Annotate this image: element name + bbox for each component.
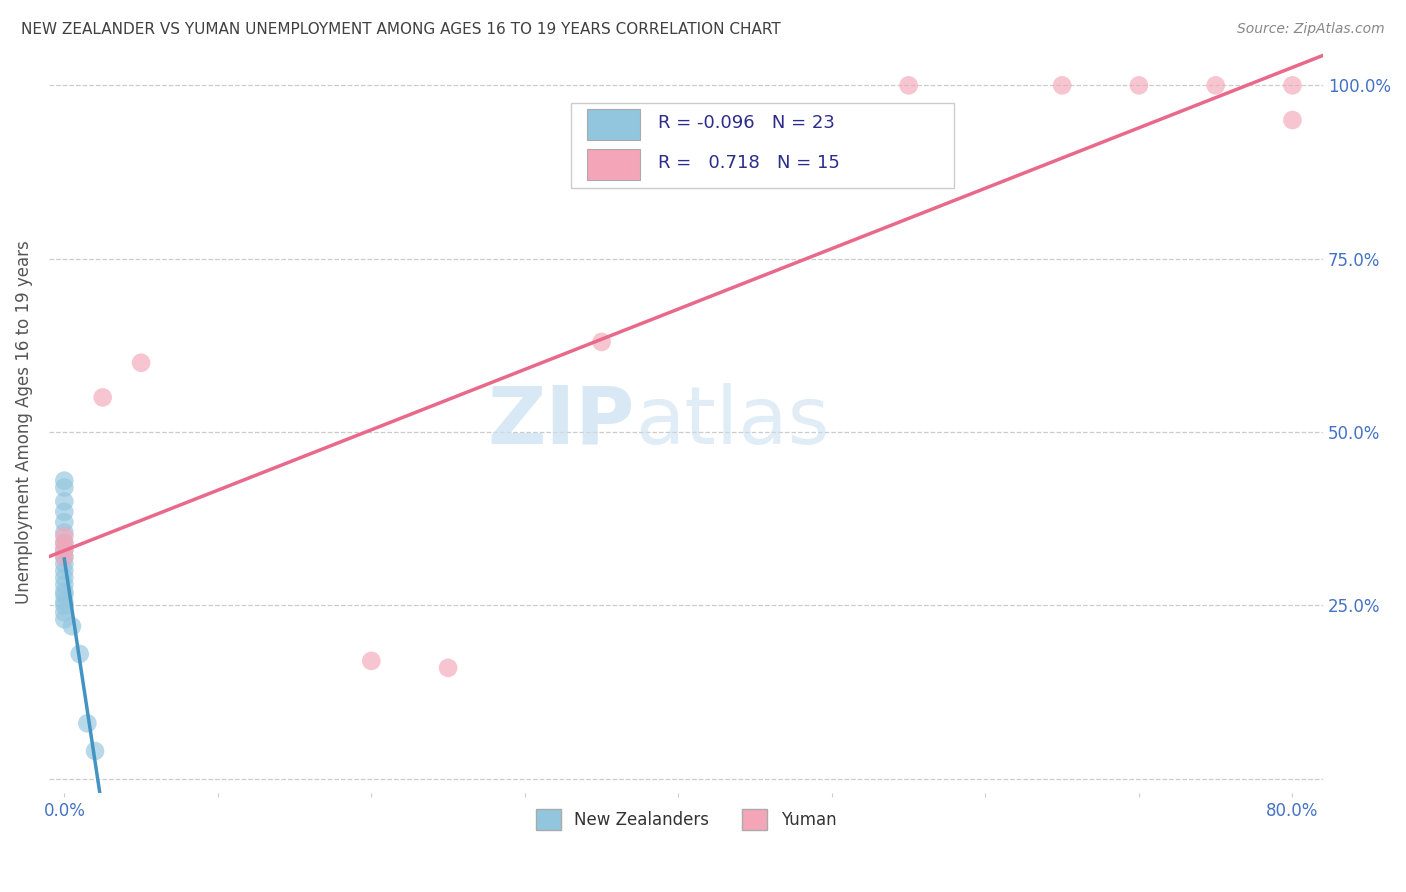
Point (53, 606, 76, 620)
Point (53, 588, 76, 602)
Point (53, 515, 76, 529)
Point (129, 356, 152, 370)
Point (53, 536, 76, 550)
Point (53, 481, 76, 495)
Point (437, 661, 460, 675)
FancyBboxPatch shape (586, 109, 640, 140)
Point (53, 571, 76, 585)
Point (53, 599, 76, 613)
Point (53, 577, 76, 591)
Point (53, 564, 76, 578)
Text: atlas: atlas (636, 383, 830, 460)
Point (84, 744, 107, 758)
Text: R = -0.096   N = 23: R = -0.096 N = 23 (658, 114, 835, 132)
Point (1281, 113, 1303, 128)
Point (60, 619, 83, 633)
Point (1050, 78, 1073, 93)
Point (591, 334, 613, 349)
Text: ZIP: ZIP (488, 383, 636, 460)
Point (53, 584, 76, 599)
Point (53, 525, 76, 540)
Point (1205, 78, 1227, 93)
Point (53, 505, 76, 519)
Text: NEW ZEALANDER VS YUMAN UNEMPLOYMENT AMONG AGES 16 TO 19 YEARS CORRELATION CHART: NEW ZEALANDER VS YUMAN UNEMPLOYMENT AMON… (21, 22, 780, 37)
Text: Source: ZipAtlas.com: Source: ZipAtlas.com (1237, 22, 1385, 37)
Point (53, 549, 76, 564)
Point (53, 494, 76, 508)
Point (53, 529, 76, 543)
Point (69, 647, 91, 661)
Point (53, 543, 76, 558)
Point (53, 536, 76, 550)
Point (53, 557, 76, 571)
Text: R =   0.718   N = 15: R = 0.718 N = 15 (658, 154, 839, 172)
Point (76, 716, 98, 731)
Point (897, 78, 920, 93)
Legend: New Zealanders, Yuman: New Zealanders, Yuman (529, 803, 844, 837)
Point (53, 549, 76, 564)
Y-axis label: Unemployment Among Ages 16 to 19 years: Unemployment Among Ages 16 to 19 years (15, 240, 32, 604)
FancyBboxPatch shape (586, 149, 640, 180)
FancyBboxPatch shape (571, 103, 953, 188)
Point (53, 474, 76, 488)
Point (91, 391, 114, 405)
Point (360, 654, 382, 668)
Point (53, 543, 76, 558)
Point (1128, 78, 1150, 93)
Point (53, 612, 76, 626)
Point (53, 595, 76, 609)
Point (1281, 78, 1303, 93)
